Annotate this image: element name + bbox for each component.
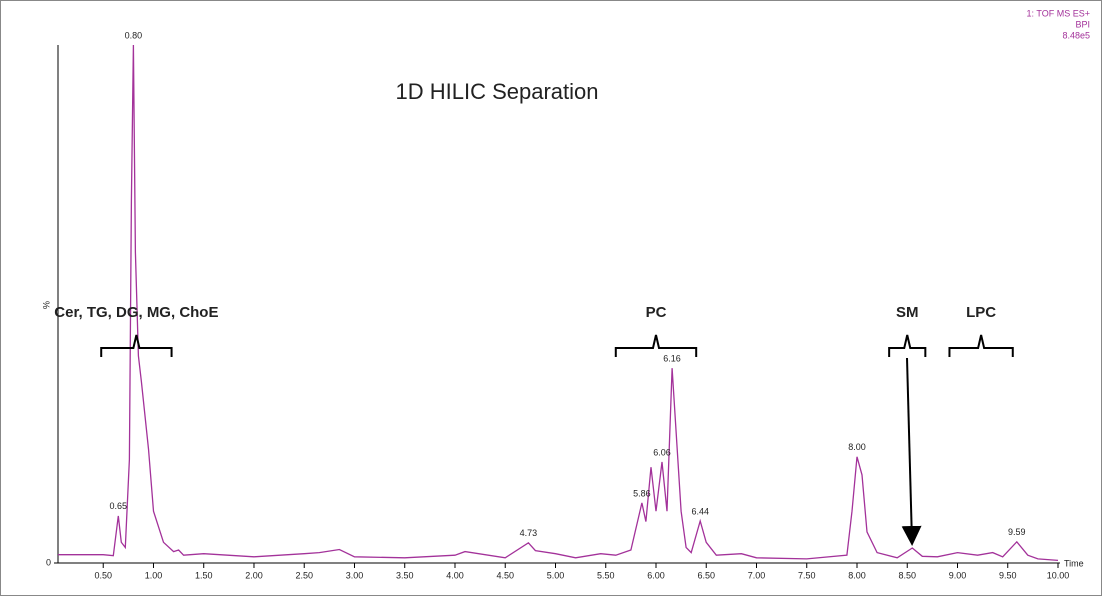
y-axis-label: % bbox=[41, 301, 51, 309]
x-axis-label: Time bbox=[1064, 558, 1084, 568]
trace bbox=[58, 44, 1059, 562]
group-label: LPC bbox=[966, 304, 996, 321]
bracket bbox=[888, 334, 927, 357]
arrow bbox=[901, 357, 922, 546]
peak-label: 6.44 bbox=[691, 506, 709, 516]
info: 8.48e5 bbox=[1062, 30, 1090, 40]
peak-label: 5.86 bbox=[633, 488, 651, 498]
info: 1: TOF MS ES+ bbox=[1027, 8, 1090, 18]
x-tick-label: 6.50 bbox=[697, 570, 715, 580]
x-tick-label: 2.50 bbox=[295, 570, 313, 580]
x-tick-label: 1.00 bbox=[145, 570, 163, 580]
group-label: PC bbox=[646, 304, 667, 321]
x-tick-label: 1.50 bbox=[195, 570, 213, 580]
x-tick-label: 5.50 bbox=[597, 570, 615, 580]
group-label: SM bbox=[896, 304, 919, 321]
bracket bbox=[614, 334, 698, 357]
x-tick-label: 10.00 bbox=[1047, 570, 1070, 580]
chart-title: 1D HILIC Separation bbox=[396, 79, 599, 104]
group-label: Cer, TG, DG, MG, ChoE bbox=[54, 304, 218, 321]
peak-label: 6.16 bbox=[663, 354, 681, 364]
x-tick-label: 4.00 bbox=[446, 570, 464, 580]
peak-label: 4.73 bbox=[520, 528, 538, 538]
x-tick-label: 9.00 bbox=[949, 570, 967, 580]
info: BPI bbox=[1075, 19, 1090, 29]
x-tick-label: 4.50 bbox=[496, 570, 514, 580]
x-tick-label: 5.00 bbox=[547, 570, 565, 580]
peak-label: 6.06 bbox=[653, 447, 671, 457]
x-tick-label: 7.00 bbox=[748, 570, 766, 580]
x-tick-label: 2.00 bbox=[245, 570, 263, 580]
peak-label: 8.00 bbox=[848, 442, 866, 452]
x-tick-label: 0.50 bbox=[94, 570, 112, 580]
bracket bbox=[100, 334, 173, 357]
x-tick-label: 6.00 bbox=[647, 570, 665, 580]
peak-label: 9.59 bbox=[1008, 527, 1026, 537]
x-tick-label: 8.00 bbox=[848, 570, 866, 580]
bracket bbox=[948, 334, 1014, 357]
x-tick-label: 8.50 bbox=[898, 570, 916, 580]
peak-label: 0.65 bbox=[110, 501, 128, 511]
x-tick-label: 3.00 bbox=[346, 570, 364, 580]
x-tick-label: 9.50 bbox=[999, 570, 1017, 580]
peak-label: 0.80 bbox=[125, 30, 143, 40]
y-tick-label: 0 bbox=[46, 557, 51, 567]
x-tick-label: 3.50 bbox=[396, 570, 414, 580]
x-tick-label: 7.50 bbox=[798, 570, 816, 580]
